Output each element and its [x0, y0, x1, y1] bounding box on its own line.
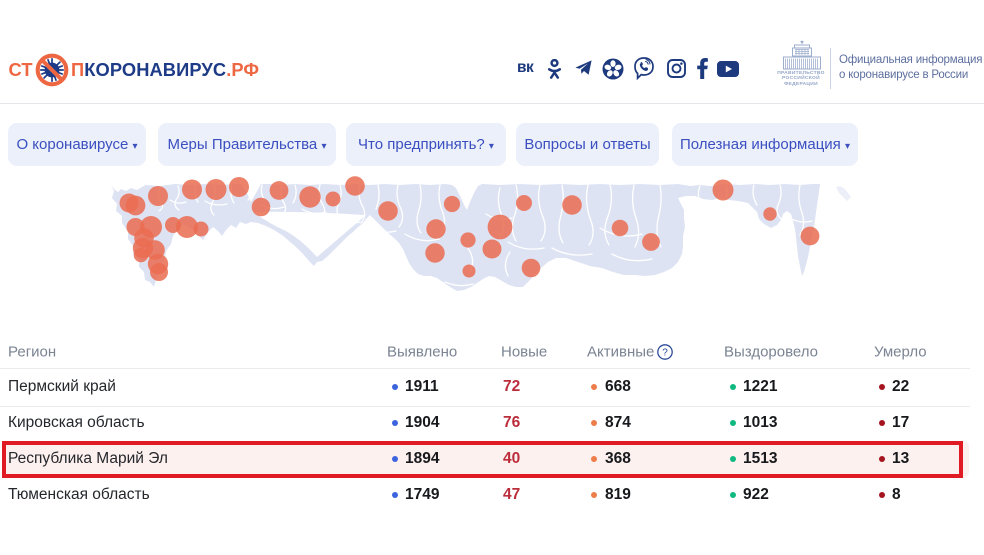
svg-text:?: ? [662, 348, 668, 359]
